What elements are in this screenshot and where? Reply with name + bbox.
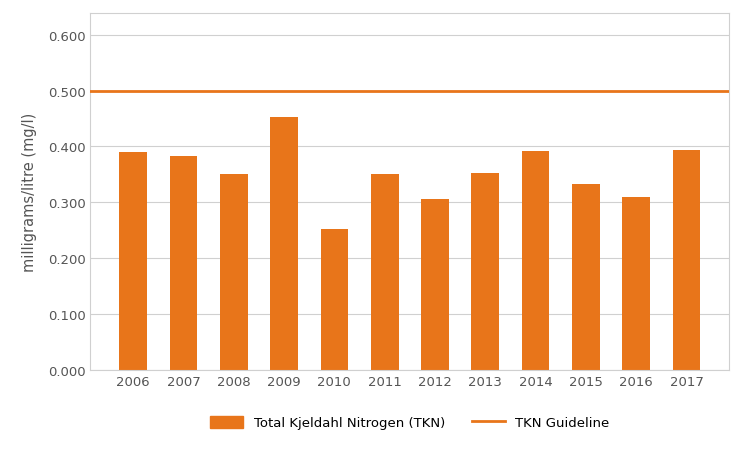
Bar	[421, 200, 449, 370]
Y-axis label: milligrams/litre (mg/l): milligrams/litre (mg/l)	[22, 112, 37, 271]
Bar	[320, 230, 348, 370]
Bar	[522, 152, 550, 370]
Bar	[120, 153, 147, 370]
Bar	[472, 173, 499, 370]
Legend: Total Kjeldahl Nitrogen (TKN), TKN Guideline: Total Kjeldahl Nitrogen (TKN), TKN Guide…	[205, 410, 614, 434]
Bar	[220, 175, 247, 370]
Bar	[673, 151, 700, 370]
Bar	[572, 185, 600, 370]
Bar	[270, 118, 298, 370]
Bar	[371, 175, 399, 370]
Bar	[170, 156, 197, 370]
Bar	[623, 197, 650, 370]
